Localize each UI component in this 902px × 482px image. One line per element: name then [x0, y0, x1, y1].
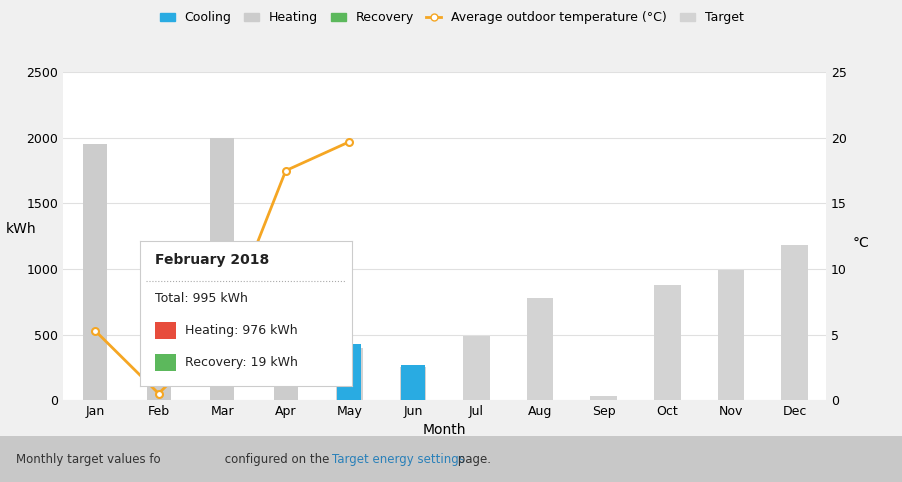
- Y-axis label: kWh: kWh: [6, 222, 36, 236]
- Bar: [717, 270, 743, 400]
- Y-axis label: °C: °C: [851, 236, 869, 250]
- Text: February 2018: February 2018: [154, 253, 269, 267]
- Bar: [653, 285, 680, 400]
- Text: Heating: 976 kWh: Heating: 976 kWh: [184, 324, 297, 337]
- Bar: [146, 272, 170, 400]
- Bar: [400, 365, 425, 400]
- Bar: [400, 367, 426, 400]
- Legend: Cooling, Heating, Recovery, Average outdoor temperature (°C), Target: Cooling, Heating, Recovery, Average outd…: [154, 6, 748, 29]
- Bar: [83, 145, 107, 400]
- Bar: [154, 322, 176, 339]
- Text: Recovery: 19 kWh: Recovery: 19 kWh: [184, 356, 297, 369]
- Bar: [526, 298, 553, 400]
- Bar: [146, 269, 170, 272]
- Bar: [336, 344, 361, 400]
- Bar: [590, 396, 616, 400]
- Text: page.: page.: [454, 453, 491, 466]
- Bar: [336, 348, 363, 400]
- Text: Total: 995 kWh: Total: 995 kWh: [154, 292, 247, 305]
- Bar: [210, 138, 234, 400]
- Bar: [463, 336, 489, 400]
- X-axis label: Month: Month: [422, 424, 466, 438]
- Text: Target energy settings: Target energy settings: [332, 453, 465, 466]
- Bar: [273, 321, 298, 400]
- Text: Monthly target values fo: Monthly target values fo: [16, 453, 161, 466]
- Bar: [273, 319, 298, 321]
- Bar: [780, 245, 807, 400]
- Text: configured on the: configured on the: [221, 453, 333, 466]
- Bar: [154, 354, 176, 371]
